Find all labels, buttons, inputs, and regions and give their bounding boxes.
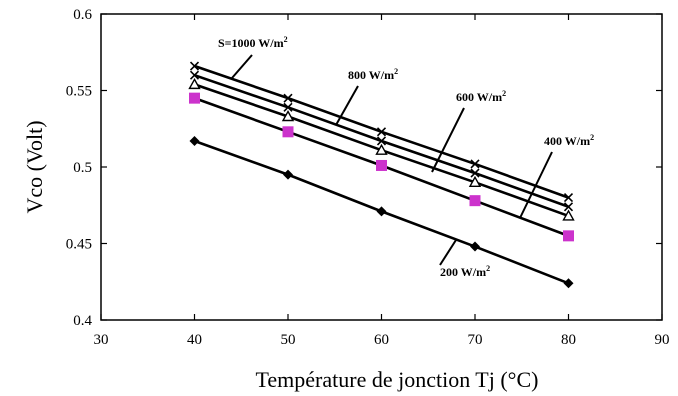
data-point — [188, 77, 201, 90]
series-layer — [188, 61, 575, 289]
y-tick-label: 0.45 — [66, 237, 92, 253]
data-point — [283, 93, 293, 103]
data-point — [189, 92, 200, 104]
y-axis-label: Vco (Volt) — [22, 120, 47, 213]
annotation-leader — [431, 107, 465, 173]
data-point — [376, 159, 387, 171]
y-tick-label: 0.55 — [66, 84, 92, 100]
x-tick-label: 50 — [281, 332, 296, 348]
x-tick-label: 60 — [374, 332, 389, 348]
annotation-leader — [335, 85, 359, 126]
data-point — [189, 135, 200, 146]
data-point — [282, 126, 294, 138]
data-point — [563, 202, 574, 212]
data-point — [563, 230, 574, 242]
y-tick-label: 0.6 — [73, 7, 92, 23]
data-point — [281, 110, 295, 122]
data-point — [283, 169, 293, 180]
data-point — [470, 241, 480, 252]
data-point — [562, 209, 575, 221]
x-tick-label: 90 — [655, 332, 670, 348]
annotation-leader — [519, 151, 553, 219]
data-point — [189, 70, 200, 80]
series-0 — [189, 61, 574, 203]
y-tick-label: 0.4 — [73, 313, 92, 329]
annotation-layer: S=1000 W/m2 800 W/m2 600 W/m2 400 W/m2 200 W… — [218, 35, 594, 279]
x-axis-label: Température de jonction Tj (°C) — [256, 367, 539, 392]
annotation-label: S=1000 W/m2 — [218, 35, 288, 50]
series-2 — [188, 77, 575, 221]
data-point — [563, 278, 574, 289]
series-1 — [189, 70, 574, 212]
ticks-layer: 30 40 50 60 70 80 90 0.4 0.45 0.5 0.55 0.6 — [66, 7, 670, 348]
data-point — [376, 127, 387, 137]
data-point — [376, 206, 387, 217]
annotation-leader — [439, 239, 457, 266]
annotation-label: 200 W/m2 — [440, 264, 490, 279]
data-point — [189, 61, 200, 71]
data-point — [376, 136, 387, 146]
x-tick-label: 30 — [94, 332, 109, 348]
data-point — [470, 159, 480, 169]
data-point — [468, 175, 482, 187]
annotation-leader — [231, 54, 253, 79]
data-point — [469, 195, 481, 207]
x-tick-label: 40 — [187, 332, 202, 348]
x-tick-label: 70 — [468, 332, 483, 348]
data-point — [375, 143, 388, 155]
annotation-label: 800 W/m2 — [348, 67, 398, 82]
data-point — [470, 168, 480, 178]
x-tick-label: 80 — [561, 332, 576, 348]
data-point — [563, 193, 574, 203]
annotation-label: 600 W/m2 — [456, 89, 506, 104]
series-4 — [189, 135, 574, 289]
data-point — [283, 102, 293, 112]
series-3 — [189, 92, 574, 242]
annotation-label: 400 W/m2 — [544, 133, 594, 148]
y-tick-label: 0.5 — [73, 160, 92, 176]
